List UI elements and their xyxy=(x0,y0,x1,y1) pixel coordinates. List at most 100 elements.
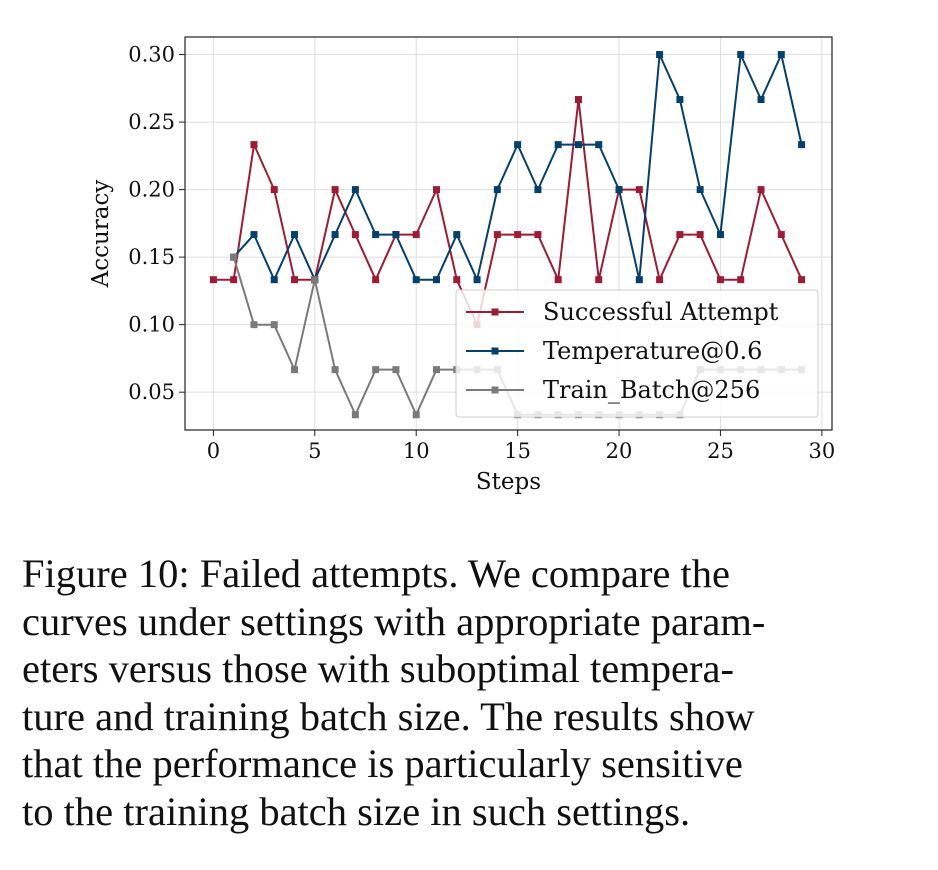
data-point xyxy=(554,276,562,284)
plot-frame xyxy=(184,36,833,431)
data-point xyxy=(777,231,785,239)
data-point xyxy=(514,231,522,239)
y-tick-label: 0.10 xyxy=(128,313,175,337)
data-point xyxy=(270,186,278,194)
data-point xyxy=(554,141,562,149)
data-point xyxy=(250,231,258,239)
data-point xyxy=(737,276,745,284)
data-point xyxy=(230,276,238,284)
data-point xyxy=(798,141,806,149)
legend-swatch-marker xyxy=(491,347,499,355)
data-point xyxy=(595,276,603,284)
data-point xyxy=(656,51,664,59)
accuracy-line-chart: 0 5 10 15 20 25 30 0.05 0.10 0.15 0.20 0.25 0.30 Ste… xyxy=(88,36,835,495)
caption-line: eters versus those with suboptimal tempe… xyxy=(22,646,734,691)
data-point xyxy=(311,276,319,284)
legend-label: Train_Batch@256 xyxy=(543,376,760,404)
data-point xyxy=(453,276,461,284)
data-point xyxy=(392,366,400,374)
caption-line: curves under settings with appropriate p… xyxy=(22,598,766,644)
data-point xyxy=(635,186,643,194)
data-point xyxy=(534,231,542,239)
data-point xyxy=(534,186,542,194)
data-point xyxy=(270,321,278,329)
data-point xyxy=(372,231,380,239)
figure-caption: Figure 10: Failed attempts. We compare t… xyxy=(22,550,922,835)
x-tick-label: 25 xyxy=(707,439,734,463)
axis-ticks: 0 5 10 15 20 25 30 0.05 0.10 0.15 0.20 0.25 0.30 xyxy=(128,43,835,463)
data-point xyxy=(209,276,217,284)
data-point xyxy=(412,411,420,419)
data-point xyxy=(757,186,765,194)
caption-line: that the performance is particularly sen… xyxy=(22,741,743,786)
x-tick-label: 10 xyxy=(403,439,430,463)
data-point xyxy=(331,366,339,374)
x-tick-label: 0 xyxy=(207,439,220,463)
data-point xyxy=(270,276,278,284)
legend-label: Temperature@0.6 xyxy=(543,337,762,365)
data-point xyxy=(412,231,420,239)
data-point xyxy=(493,231,501,239)
data-point xyxy=(777,51,785,59)
legend-entry-train-batch: Train_Batch@256 xyxy=(466,376,760,404)
y-tick-label: 0.30 xyxy=(128,43,175,67)
data-point xyxy=(615,186,623,194)
x-tick-label: 15 xyxy=(504,439,531,463)
data-point xyxy=(676,231,684,239)
data-point xyxy=(291,231,299,239)
data-point xyxy=(473,276,481,284)
data-point xyxy=(574,96,582,104)
data-point xyxy=(351,231,359,239)
x-tick-label: 5 xyxy=(308,439,321,463)
data-point xyxy=(716,276,724,284)
data-point xyxy=(230,253,238,261)
data-point xyxy=(656,276,664,284)
data-point xyxy=(372,366,380,374)
legend-entry-successful-attempt: Successful Attempt xyxy=(466,298,779,326)
data-point xyxy=(493,186,501,194)
legend-entry-temperature: Temperature@0.6 xyxy=(466,337,762,365)
data-point xyxy=(432,276,440,284)
data-point xyxy=(696,231,704,239)
data-point xyxy=(291,366,299,374)
caption-line: to the training batch size in such setti… xyxy=(22,788,691,834)
y-tick-label: 0.25 xyxy=(128,110,175,134)
data-point xyxy=(351,411,359,419)
data-point xyxy=(291,276,299,284)
data-point xyxy=(574,141,582,149)
series-group xyxy=(209,51,806,419)
data-point xyxy=(757,96,765,104)
data-point xyxy=(432,366,440,374)
data-point xyxy=(372,276,380,284)
y-tick-label: 0.20 xyxy=(128,178,175,202)
legend: Successful Attempt Temperature@0.6 Train… xyxy=(455,289,819,418)
data-point xyxy=(250,321,258,329)
data-point xyxy=(635,276,643,284)
legend-swatch-marker xyxy=(491,386,499,394)
x-tick-label: 20 xyxy=(606,439,633,463)
series-temperature-0-6 xyxy=(230,51,806,284)
data-point xyxy=(392,231,400,239)
caption-line: ture and training batch size. The result… xyxy=(22,693,755,739)
legend-label: Successful Attempt xyxy=(543,298,779,326)
data-point xyxy=(737,51,745,59)
data-point xyxy=(716,231,724,239)
caption-line: Figure 10: Failed attempts. We compare t… xyxy=(22,551,730,596)
data-point xyxy=(432,186,440,194)
x-tick-label: 30 xyxy=(808,439,835,463)
legend-box xyxy=(455,289,819,418)
data-point xyxy=(250,141,258,149)
y-tick-label: 0.05 xyxy=(128,380,175,404)
data-point xyxy=(453,231,461,239)
y-axis-label: Accuracy xyxy=(88,180,114,289)
x-axis-label: Steps xyxy=(476,469,541,495)
data-point xyxy=(412,276,420,284)
data-point xyxy=(331,231,339,239)
data-point xyxy=(331,186,339,194)
legend-swatch-marker xyxy=(491,308,499,316)
data-point xyxy=(595,141,603,149)
data-point xyxy=(798,276,806,284)
data-point xyxy=(514,141,522,149)
y-tick-label: 0.15 xyxy=(128,245,175,269)
data-point xyxy=(676,96,684,104)
